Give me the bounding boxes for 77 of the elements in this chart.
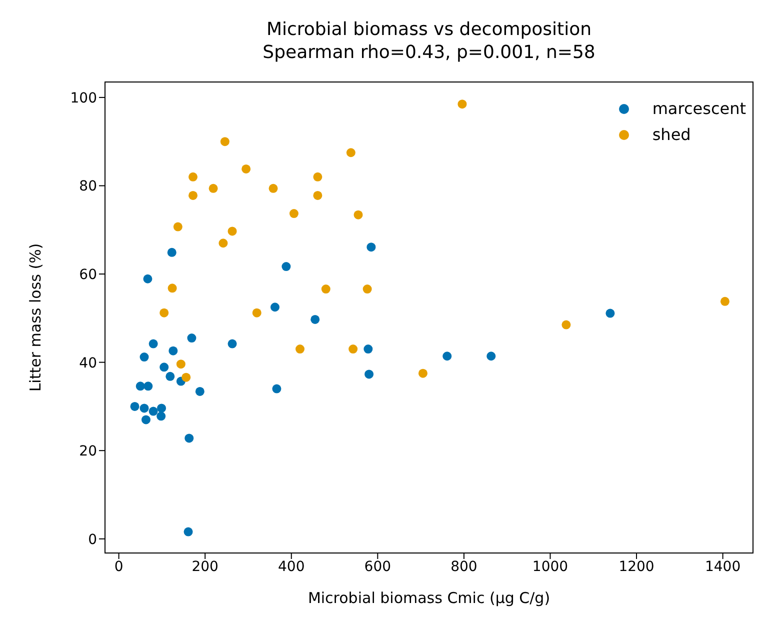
point <box>136 382 145 391</box>
point <box>184 527 193 536</box>
point <box>313 172 322 182</box>
point <box>321 284 330 294</box>
point <box>442 352 452 361</box>
point <box>242 164 251 174</box>
x-tick-label: 600 <box>364 558 392 575</box>
x-tick-label: 1000 <box>532 558 568 575</box>
point <box>289 209 298 218</box>
x-tick-label: 0 <box>114 558 124 575</box>
point <box>220 137 230 146</box>
point <box>268 184 278 193</box>
point <box>364 344 373 354</box>
point <box>362 284 372 294</box>
chart-subtitle: Spearman rho=0.43, p=0.001, n=58 <box>262 41 596 64</box>
point <box>140 352 149 362</box>
x-axis-title: Microbial biomass Cmic (µg C/g) <box>308 589 550 607</box>
point <box>208 184 218 193</box>
point <box>354 210 363 220</box>
point <box>187 334 196 343</box>
y-tick-label: 20 <box>79 444 97 460</box>
x-tick-label: 200 <box>192 558 218 575</box>
chart-title: Microbial biomass vs decomposition <box>265 18 593 41</box>
point <box>168 284 177 293</box>
point <box>195 386 204 396</box>
point <box>182 372 191 382</box>
point <box>313 190 322 200</box>
y-tick-label: 80 <box>79 178 97 195</box>
point <box>167 248 176 257</box>
point <box>160 362 169 372</box>
point <box>364 370 374 379</box>
point <box>188 172 198 182</box>
point <box>148 339 158 348</box>
point <box>282 262 291 272</box>
y-tick-label: 60 <box>79 266 97 283</box>
point <box>218 238 228 248</box>
legend-label: marcescent <box>652 98 746 120</box>
y-tick-label: 0 <box>88 532 97 548</box>
x-tick-label: 1200 <box>618 558 654 575</box>
point <box>184 434 194 443</box>
x-tick-label: 800 <box>450 558 478 575</box>
y-tick-label: 40 <box>79 355 97 372</box>
x-tick-label: 400 <box>278 558 305 575</box>
point <box>173 222 182 232</box>
point <box>130 402 140 411</box>
point <box>310 314 320 324</box>
point <box>143 274 152 284</box>
point <box>156 412 166 421</box>
point <box>366 242 376 252</box>
point <box>346 148 356 158</box>
point <box>296 344 305 354</box>
point <box>166 372 175 381</box>
point <box>270 302 280 312</box>
point <box>720 296 730 306</box>
point <box>157 404 166 413</box>
point <box>562 320 571 330</box>
point <box>140 404 149 413</box>
point <box>252 308 262 318</box>
point <box>606 308 615 318</box>
point <box>228 226 237 236</box>
point <box>141 415 150 424</box>
point <box>188 190 198 200</box>
point <box>418 368 428 378</box>
y-axis-title: Litter mass loss (%) <box>26 243 44 392</box>
point <box>272 384 282 394</box>
y-tick-label: 100 <box>70 90 97 106</box>
point <box>160 308 169 318</box>
point <box>486 352 496 361</box>
point <box>228 339 237 348</box>
point <box>176 360 186 369</box>
legend-label: shed <box>652 124 691 146</box>
point <box>168 346 178 356</box>
point <box>148 406 158 416</box>
point <box>144 382 153 391</box>
point <box>348 344 358 354</box>
point <box>458 100 467 109</box>
x-tick-label: 1400 <box>704 558 741 575</box>
